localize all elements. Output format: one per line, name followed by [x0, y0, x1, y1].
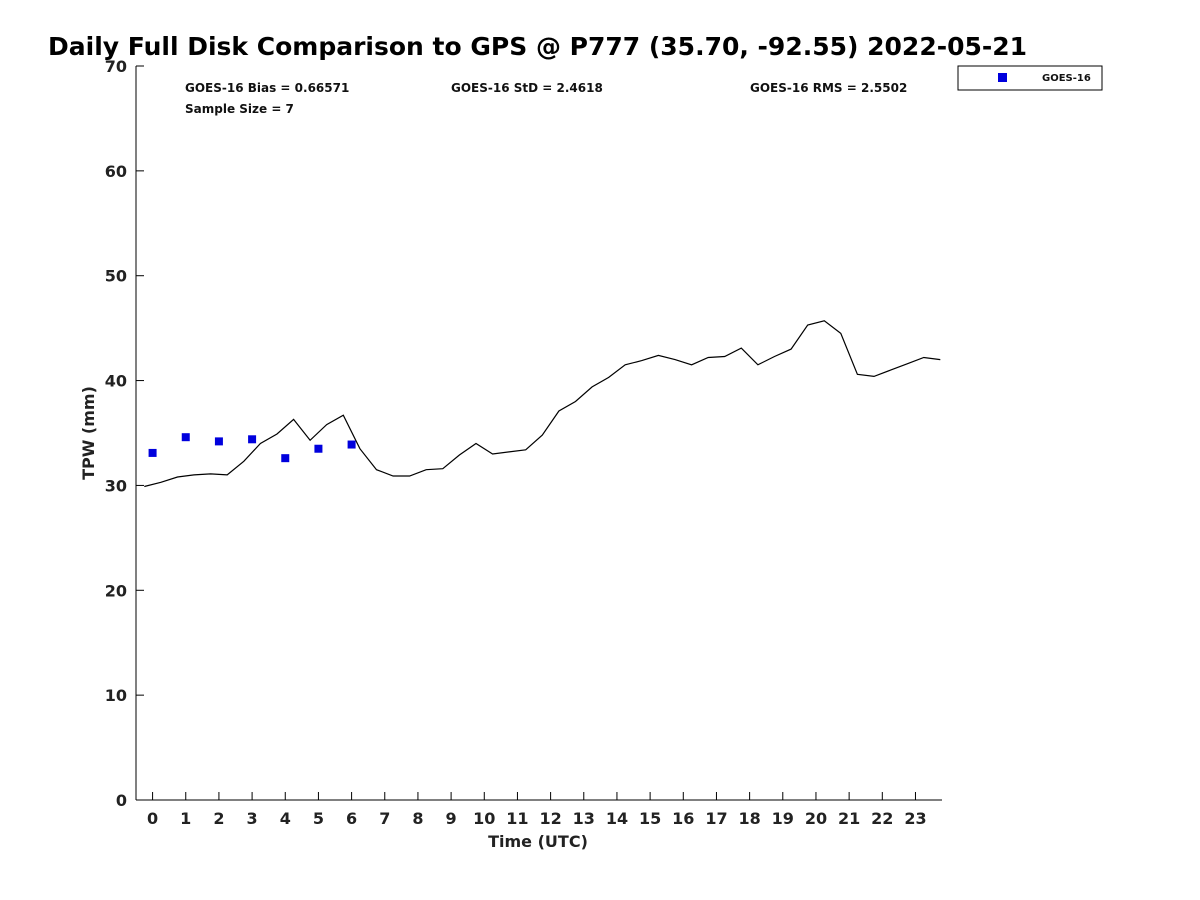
legend-box	[957, 65, 1103, 91]
sample-size-stat: Sample Size = 7	[185, 102, 294, 116]
x-axis-label: Time (UTC)	[488, 832, 588, 851]
y-tick-label: 20	[105, 581, 127, 600]
x-tick-label: 0	[147, 809, 158, 828]
y-tick-label: 10	[105, 686, 127, 705]
y-tick-label: 70	[105, 57, 127, 76]
x-tick-label: 19	[772, 809, 794, 828]
x-tick-label: 10	[473, 809, 495, 828]
x-tick-label: 2	[213, 809, 224, 828]
bias-stat: GOES-16 Bias = 0.66571	[185, 81, 349, 95]
x-tick-label: 8	[412, 809, 423, 828]
x-tick-label: 11	[506, 809, 528, 828]
x-tick-label: 15	[639, 809, 661, 828]
x-tick-label: 4	[280, 809, 291, 828]
goes16-point	[314, 444, 323, 453]
y-tick-label: 0	[116, 791, 127, 810]
x-tick-label: 5	[313, 809, 324, 828]
x-tick-label: 16	[672, 809, 694, 828]
std-stat: GOES-16 StD = 2.4618	[451, 81, 603, 95]
legend: GOES-16	[957, 65, 1103, 91]
y-ticks: 0 10 20 30 40 50 60 70	[105, 57, 144, 810]
x-tick-label: 21	[838, 809, 860, 828]
y-tick-label: 40	[105, 372, 127, 391]
x-ticks: 0 1 2 3 4 5 6 7 8 9 10 11 12 13 14 15 16 17 18 19 20 21 22 23	[147, 792, 927, 828]
legend-marker-goes16	[998, 73, 1007, 82]
goes16-point	[248, 435, 257, 444]
y-tick-label: 60	[105, 162, 127, 181]
x-tick-label: 20	[805, 809, 827, 828]
goes16-point	[347, 440, 356, 449]
x-tick-label: 17	[705, 809, 727, 828]
axes	[135, 66, 942, 801]
x-tick-label: 22	[871, 809, 893, 828]
x-tick-label: 1	[180, 809, 191, 828]
x-tick-label: 12	[539, 809, 561, 828]
x-tick-label: 9	[446, 809, 457, 828]
x-tick-label: 14	[606, 809, 628, 828]
y-tick-label: 50	[105, 267, 127, 286]
legend-label-goes16: GOES-16	[1042, 73, 1091, 84]
rms-stat: GOES-16 RMS = 2.5502	[750, 81, 907, 95]
chart-title: Daily Full Disk Comparison to GPS @ P777…	[48, 32, 1027, 61]
x-tick-label: 6	[346, 809, 357, 828]
y-axis-label: TPW (mm)	[79, 386, 98, 480]
gps-tpw-line	[144, 320, 941, 488]
plot-area	[144, 320, 941, 488]
goes16-point	[181, 433, 190, 442]
goes16-point	[148, 448, 157, 457]
x-tick-label: 13	[573, 809, 595, 828]
x-tick-label: 3	[247, 809, 258, 828]
x-tick-label: 18	[738, 809, 760, 828]
goes16-point	[214, 437, 223, 446]
x-tick-label: 23	[904, 809, 926, 828]
y-tick-label: 30	[105, 476, 127, 495]
goes16-point	[281, 454, 290, 463]
x-tick-label: 7	[379, 809, 390, 828]
